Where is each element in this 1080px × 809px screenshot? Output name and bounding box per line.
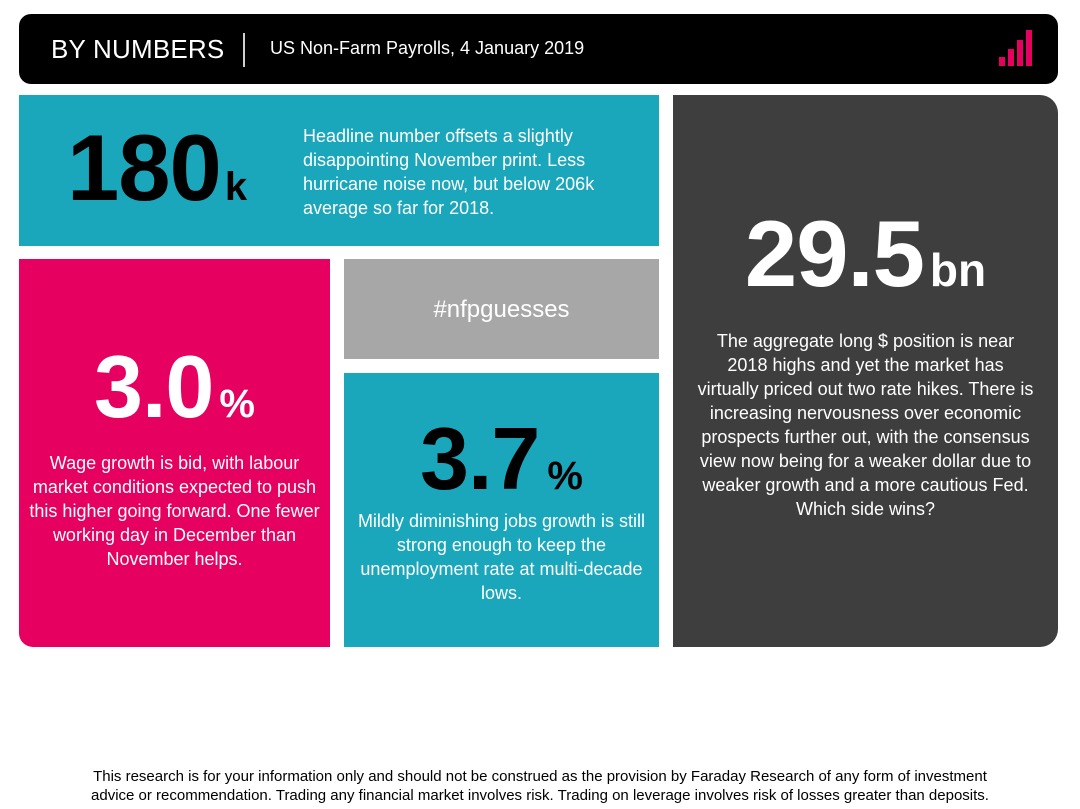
- position-figure: 29.5 bn: [673, 207, 1058, 301]
- header-title: BY NUMBERS: [51, 34, 225, 64]
- headline-value: 180: [67, 115, 222, 220]
- wage-unit: %: [219, 382, 255, 426]
- header-bar: BY NUMBERS US Non-Farm Payrolls, 4 Janua…: [19, 14, 1058, 84]
- position-value: 29.5: [744, 201, 925, 306]
- hashtag-text: #nfpguesses: [433, 296, 570, 323]
- dollar-position-tile: 29.5 bn The aggregate long $ position is …: [673, 95, 1058, 647]
- hashtag-tile: #nfpguesses: [344, 259, 659, 359]
- header-divider: [243, 33, 245, 67]
- unemployment-figure: 3.7%: [344, 415, 659, 503]
- disclaimer-line-2: advice or recommendation. Trading any fi…: [91, 787, 989, 804]
- header-subtitle: US Non-Farm Payrolls, 4 January 2019: [270, 38, 585, 58]
- position-unit: bn: [929, 244, 987, 296]
- wage-figure: 3.0%: [19, 343, 330, 431]
- wage-value: 3.0: [94, 337, 214, 436]
- disclaimer-line-1: This research is for your information on…: [93, 768, 987, 785]
- position-description: The aggregate long $ position is near 20…: [697, 331, 1034, 519]
- headline-description: Headline number offsets a slightly disap…: [303, 126, 595, 218]
- unemployment-unit: %: [547, 454, 583, 498]
- wage-description: Wage growth is bid, with labour market c…: [29, 453, 320, 569]
- headline-unit: k: [224, 165, 248, 209]
- wage-growth-tile: 3.0% Wage growth is bid, with labour mar…: [19, 259, 330, 647]
- headline-payrolls-tile: 180 k Headline number offsets a slightly …: [19, 95, 659, 246]
- unemployment-description: Mildly diminishing jobs growth is still …: [357, 511, 646, 603]
- bar-chart-icon: [999, 30, 1032, 66]
- unemployment-value: 3.7: [420, 409, 540, 508]
- headline-figure: 180 k: [67, 121, 247, 215]
- disclaimer: This research is for your information on…: [0, 767, 1080, 805]
- unemployment-tile: 3.7% Mildly diminishing jobs growth is s…: [344, 373, 659, 647]
